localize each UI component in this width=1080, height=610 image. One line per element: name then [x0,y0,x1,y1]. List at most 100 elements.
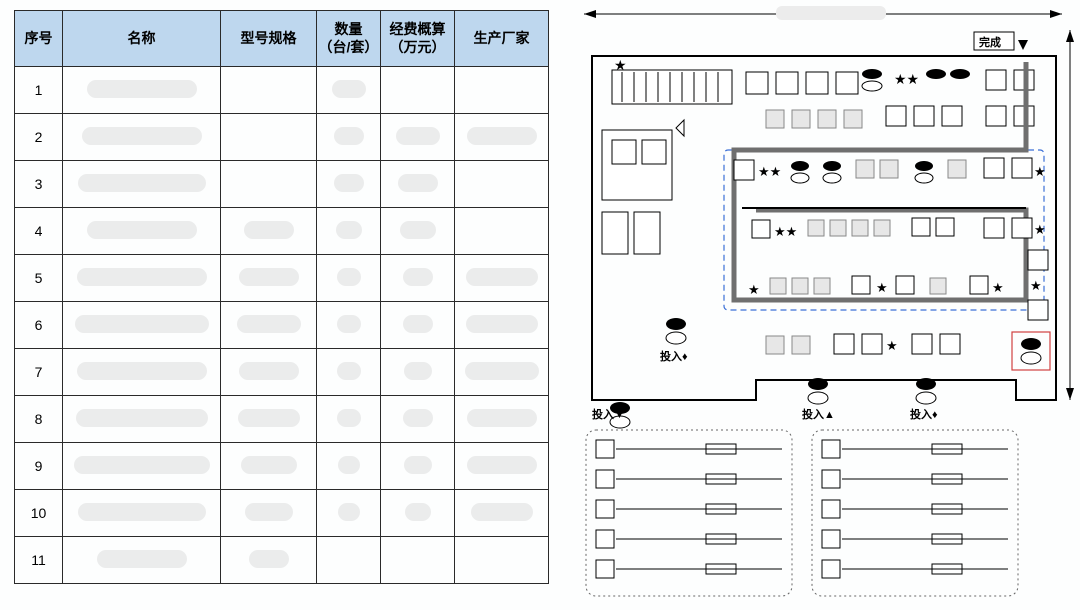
cell-name [63,67,221,114]
cell-model [221,161,317,208]
cell-name [63,490,221,537]
cell-cost [381,302,455,349]
zone-row3: ★ ★ ★ [748,276,1004,297]
col-name: 名称 [63,11,221,67]
row2-boxes [766,106,1034,128]
zone-row2: ★★ ★ [742,208,1046,239]
cell-idx: 11 [15,537,63,584]
dimension-right [1066,30,1074,400]
cell-qty [317,302,381,349]
svg-text:★★: ★★ [894,71,919,87]
cell-idx: 9 [15,443,63,490]
svg-text:★: ★ [886,338,898,353]
svg-text:★: ★ [1030,278,1042,293]
cell-name [63,396,221,443]
table-row: 3 [15,161,549,208]
svg-text:★: ★ [1034,164,1046,179]
table-row: 7 [15,349,549,396]
svg-text:★★: ★★ [758,164,781,179]
right-column: ★ [1028,250,1048,320]
cell-cost [381,396,455,443]
cell-maker [455,255,549,302]
cell-maker [455,114,549,161]
cell-maker [455,302,549,349]
col-idx: 序号 [15,11,63,67]
cell-model [221,255,317,302]
cell-model [221,349,317,396]
table-row: 5 [15,255,549,302]
svg-text:★: ★ [876,280,888,295]
cell-idx: 1 [15,67,63,114]
table-row: 1 [15,67,549,114]
table-row: 9 [15,443,549,490]
table-row: 6 [15,302,549,349]
table-row: 8 [15,396,549,443]
table-row: 11 [15,537,549,584]
input-points: 投入♦ ★ 投入▲ 投入♦ [660,318,1050,421]
cell-model [221,490,317,537]
cell-maker [455,208,549,255]
cell-maker [455,396,549,443]
cell-idx: 7 [15,349,63,396]
svg-text:★: ★ [614,57,627,73]
cell-qty [317,67,381,114]
cell-name [63,537,221,584]
cell-model [221,208,317,255]
left-mid-block [602,120,684,254]
cell-cost [381,255,455,302]
cell-maker [455,161,549,208]
cell-idx: 10 [15,490,63,537]
cell-qty [317,349,381,396]
conveyor-left: 投入▼ [586,402,792,596]
layout-diagram-panel: 完成 ★ ★★ [556,0,1080,610]
cell-cost [381,443,455,490]
cell-idx: 6 [15,302,63,349]
cell-name [63,161,221,208]
cell-cost [381,161,455,208]
col-model: 型号规格 [221,11,317,67]
cell-maker [455,67,549,114]
cell-idx: 2 [15,114,63,161]
col-maker: 生产厂家 [455,11,549,67]
cell-idx: 3 [15,161,63,208]
svg-text:投入♦: 投入♦ [910,407,938,421]
svg-text:★: ★ [748,282,760,297]
cell-name [63,302,221,349]
cell-model [221,396,317,443]
cell-cost [381,67,455,114]
cell-model [221,67,317,114]
cell-model [221,537,317,584]
cell-model [221,443,317,490]
cell-qty [317,208,381,255]
cell-name [63,443,221,490]
svg-text:完成: 完成 [979,35,1001,49]
cell-qty [317,537,381,584]
cell-qty [317,114,381,161]
cell-cost [381,114,455,161]
cell-name [63,114,221,161]
col-qty: 数量（台/套） [317,11,381,67]
cell-idx: 8 [15,396,63,443]
cell-maker [455,490,549,537]
complete-label: 完成 [974,32,1028,50]
cell-qty [317,161,381,208]
table-row: 2 [15,114,549,161]
conveyor-right [812,430,1018,596]
table-header-row: 序号 名称 型号规格 数量（台/套） 经费概算（万元） 生产厂家 [15,11,549,67]
cell-cost [381,537,455,584]
svg-text:投入▲: 投入▲ [802,407,835,421]
cell-qty [317,255,381,302]
cell-qty [317,443,381,490]
cell-name [63,349,221,396]
cell-name [63,255,221,302]
equipment-table: 序号 名称 型号规格 数量（台/套） 经费概算（万元） 生产厂家 1 2 [14,10,549,584]
svg-text:投入♦: 投入♦ [660,349,688,363]
table-body: 1 2 3 [15,67,549,584]
cell-maker [455,537,549,584]
cell-idx: 5 [15,255,63,302]
cell-cost [381,208,455,255]
svg-text:投入▼: 投入▼ [592,407,625,421]
col-cost: 经费概算（万元） [381,11,455,67]
cell-idx: 4 [15,208,63,255]
cell-qty [317,396,381,443]
